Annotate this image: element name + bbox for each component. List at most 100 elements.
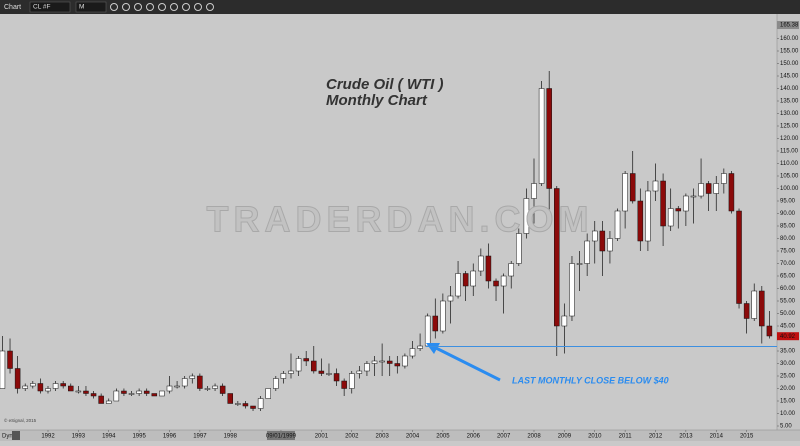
y-tick-label: 145.00 [780,74,799,80]
candle-body [561,315,568,327]
candle-body [462,273,469,287]
x-tick-label: 2006 [467,434,481,440]
candle-body [280,373,287,379]
y-tick-label: 90.00 [780,211,796,217]
candle-body [7,350,13,369]
symbol-box[interactable] [29,1,71,13]
candle-body [424,315,431,347]
candle-body [45,388,51,392]
candle-body [683,195,689,212]
candle-body [197,375,203,389]
candle-body [14,368,21,389]
price-tag-label: 165.38 [780,23,799,29]
x-tick-label: 2005 [436,434,450,440]
candle-body [493,280,499,287]
candle-body [295,358,302,372]
candle-body [751,290,757,319]
x-tick-label: 1998 [224,434,238,440]
y-tick-label: 130.00 [780,111,799,117]
candle-body [698,183,704,197]
y-tick-label: 120.00 [780,136,799,142]
candle-body [219,385,226,394]
candle-body [75,390,82,393]
candle-body [759,290,765,327]
candle-body [394,363,401,367]
window-title: Chart [4,4,21,11]
candle-body [743,303,750,319]
candle-body [523,198,530,234]
candle-body [554,188,560,327]
candle-body [728,173,735,212]
arrow-shaft [431,344,501,382]
candle-body [432,315,439,332]
candle-body [348,373,355,389]
candle-body [143,390,150,394]
y-tick-label: 45.00 [780,324,796,330]
y-tick-label: 55.00 [780,299,796,305]
arrow-head [426,343,440,354]
price-tag [777,332,799,341]
candle-body [736,210,742,304]
y-tick-label: 140.00 [780,86,799,92]
watermark: TRADERDAN.COM [207,199,594,240]
y-tick-label: 150.00 [780,61,799,67]
y-tick-label: 100.00 [780,186,799,192]
x-tick-label: 2008 [527,434,541,440]
candle-body [311,360,317,372]
x-tick-label: 2013 [679,434,693,440]
candle-body [257,398,264,409]
candle-body [105,400,112,404]
candle-body [500,275,507,287]
symbol[interactable]: CL #F [33,4,50,11]
candle-body [341,380,347,389]
y-tick-label: 25.00 [780,374,796,380]
x-tick-label: 2014 [710,434,724,440]
candle-body [90,393,97,397]
y-tick-label: 30.00 [780,361,796,367]
candle-body [151,393,158,397]
scroll-button[interactable] [12,431,20,440]
candle-body [37,383,44,392]
candle-body [204,388,211,390]
x-tick-label: 1997 [193,434,207,440]
candle-body [356,370,363,374]
candle-body [531,183,537,199]
x-tick-label: 2002 [345,434,359,440]
candle-body [569,263,575,317]
candle-body [333,373,340,382]
y-tick-label: 155.00 [780,49,799,55]
candle-body [128,393,135,395]
candle-body [60,383,66,387]
y-tick-label: 80.00 [780,236,796,242]
candle-body [652,180,659,192]
y-tick-label: 95.00 [780,199,796,205]
candle-body [242,403,249,407]
candle-body [409,348,416,357]
candle-body [98,395,104,404]
y-tick-label: 10.00 [780,411,796,417]
candle-body [303,358,309,362]
x-tick-highlight [266,431,295,440]
candle-body [235,403,241,405]
candle-body [538,88,545,184]
candle-body [68,385,74,392]
candle-body [159,390,165,397]
candle-body [113,390,120,402]
y-tick-label: 160.00 [780,36,799,42]
candle-body [189,375,196,379]
candle-body [675,208,682,212]
candle-body [478,255,484,272]
candles [0,71,773,411]
interval[interactable]: M [79,4,84,11]
candle-body [371,360,378,364]
corner-label: Dyn [2,434,13,440]
x-tick-label: 2009 [558,434,572,440]
toolbar-icons[interactable] [110,3,214,11]
candle-body [645,190,651,242]
interval-box[interactable] [75,1,107,13]
candle-body [364,363,370,372]
candle-body [721,173,727,184]
